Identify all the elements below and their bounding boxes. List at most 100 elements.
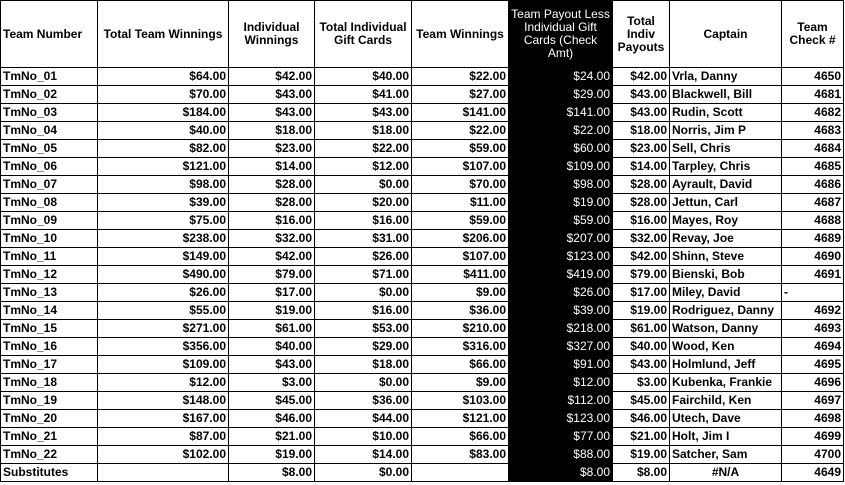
individual-winnings-cell: $19.00 <box>228 445 315 464</box>
team-winnings-cell: $83.00 <box>411 445 509 464</box>
table-row: TmNo_07 $98.00 $28.00 $0.00 $70.00 $98.00 $28.… <box>0 175 844 194</box>
team-winnings-cell <box>411 463 509 482</box>
check-amount-cell: $98.00 <box>508 175 613 194</box>
table-row: TmNo_11 $149.00 $42.00 $26.00 $107.00 $123.00… <box>0 247 844 266</box>
check-amount-cell: $123.00 <box>508 409 613 428</box>
header-individual-winnings: Individual Winnings <box>228 0 315 68</box>
total-team-winnings-cell: $98.00 <box>97 175 229 194</box>
team-winnings-cell: $9.00 <box>411 373 509 392</box>
total-individual-gift-cards-cell: $20.00 <box>314 193 412 212</box>
check-amount-cell: $207.00 <box>508 229 613 248</box>
individual-winnings-cell: $28.00 <box>228 175 315 194</box>
team-number-cell: TmNo_01 <box>0 67 98 86</box>
team-number-cell: TmNo_09 <box>0 211 98 230</box>
team-number-cell: TmNo_10 <box>0 229 98 248</box>
team-check-number-cell: 4650 <box>781 67 844 86</box>
table-row: TmNo_13 $26.00 $17.00 $0.00 $9.00 $26.00 $17.0… <box>0 283 844 302</box>
total-individual-gift-cards-cell: $0.00 <box>314 283 412 302</box>
total-individual-gift-cards-cell: $18.00 <box>314 355 412 374</box>
total-individual-gift-cards-cell: $14.00 <box>314 445 412 464</box>
team-check-number-cell: 4691 <box>781 265 844 284</box>
total-indiv-payouts-cell: $16.00 <box>612 211 670 230</box>
table-row: TmNo_15 $271.00 $61.00 $53.00 $210.00 $218.00… <box>0 319 844 338</box>
team-winnings-cell: $59.00 <box>411 139 509 158</box>
total-individual-gift-cards-cell: $40.00 <box>314 67 412 86</box>
header-total-individual-gift-cards: Total Individual Gift Cards <box>314 0 412 68</box>
team-number-cell: TmNo_18 <box>0 373 98 392</box>
table-row: TmNo_08 $39.00 $28.00 $20.00 $11.00 $19.00 $28… <box>0 193 844 212</box>
total-indiv-payouts-cell: $3.00 <box>612 373 670 392</box>
check-amount-cell: $59.00 <box>508 211 613 230</box>
captain-cell: Miley, David <box>669 283 782 302</box>
check-amount-cell: $141.00 <box>508 103 613 122</box>
table-row: TmNo_10 $238.00 $32.00 $31.00 $206.00 $207.00… <box>0 229 844 248</box>
total-team-winnings-cell: $102.00 <box>97 445 229 464</box>
captain-cell: Revay, Joe <box>669 229 782 248</box>
captain-cell: Rudin, Scott <box>669 103 782 122</box>
captain-cell: Fairchild, Ken <box>669 391 782 410</box>
total-individual-gift-cards-cell: $31.00 <box>314 229 412 248</box>
individual-winnings-cell: $40.00 <box>228 337 315 356</box>
total-individual-gift-cards-cell: $36.00 <box>314 391 412 410</box>
total-indiv-payouts-cell: $21.00 <box>612 427 670 446</box>
individual-winnings-cell: $19.00 <box>228 301 315 320</box>
captain-cell: Wood, Ken <box>669 337 782 356</box>
individual-winnings-cell: $43.00 <box>228 85 315 104</box>
total-indiv-payouts-cell: $32.00 <box>612 229 670 248</box>
team-number-cell: TmNo_08 <box>0 193 98 212</box>
captain-cell: Ayrault, David <box>669 175 782 194</box>
individual-winnings-cell: $8.00 <box>228 463 315 482</box>
total-team-winnings-cell: $149.00 <box>97 247 229 266</box>
total-team-winnings-cell: $70.00 <box>97 85 229 104</box>
total-indiv-payouts-cell: $17.00 <box>612 283 670 302</box>
team-winnings-cell: $411.00 <box>411 265 509 284</box>
team-number-cell: TmNo_12 <box>0 265 98 284</box>
team-number-cell: TmNo_06 <box>0 157 98 176</box>
individual-winnings-cell: $28.00 <box>228 193 315 212</box>
table-header: Team Number Total Team Winnings Individu… <box>0 0 844 68</box>
check-amount-cell: $24.00 <box>508 67 613 86</box>
team-check-number-cell: 4684 <box>781 139 844 158</box>
check-amount-cell: $26.00 <box>508 283 613 302</box>
check-amount-cell: $8.00 <box>508 463 613 482</box>
table-row: TmNo_05 $82.00 $23.00 $22.00 $59.00 $60.00 $23… <box>0 139 844 158</box>
individual-winnings-cell: $43.00 <box>228 103 315 122</box>
total-indiv-payouts-cell: $42.00 <box>612 67 670 86</box>
team-winnings-cell: $107.00 <box>411 247 509 266</box>
individual-winnings-cell: $3.00 <box>228 373 315 392</box>
captain-cell: Shinn, Steve <box>669 247 782 266</box>
captain-cell: Blackwell, Bill <box>669 85 782 104</box>
team-check-number-cell: 4693 <box>781 319 844 338</box>
team-winnings-cell: $22.00 <box>411 67 509 86</box>
check-amount-cell: $60.00 <box>508 139 613 158</box>
table-row: TmNo_19 $148.00 $45.00 $36.00 $103.00 $112.00… <box>0 391 844 410</box>
total-individual-gift-cards-cell: $0.00 <box>314 373 412 392</box>
captain-cell: Rodriguez, Danny <box>669 301 782 320</box>
total-individual-gift-cards-cell: $0.00 <box>314 175 412 194</box>
table-row: TmNo_16 $356.00 $40.00 $29.00 $316.00 $327.00… <box>0 337 844 356</box>
table-row: TmNo_06 $121.00 $14.00 $12.00 $107.00 $109.00… <box>0 157 844 176</box>
team-number-cell: TmNo_15 <box>0 319 98 338</box>
total-indiv-payouts-cell: $23.00 <box>612 139 670 158</box>
header-captain: Captain <box>669 0 782 68</box>
check-amount-cell: $29.00 <box>508 85 613 104</box>
individual-winnings-cell: $18.00 <box>228 121 315 140</box>
captain-cell: Satcher, Sam <box>669 445 782 464</box>
table-row: TmNo_17 $109.00 $43.00 $18.00 $66.00 $91.00 $4… <box>0 355 844 374</box>
total-team-winnings-cell: $82.00 <box>97 139 229 158</box>
team-check-number-cell: 4698 <box>781 409 844 428</box>
individual-winnings-cell: $32.00 <box>228 229 315 248</box>
check-amount-cell: $39.00 <box>508 301 613 320</box>
captain-cell: Utech, Dave <box>669 409 782 428</box>
total-team-winnings-cell: $167.00 <box>97 409 229 428</box>
total-indiv-payouts-cell: $43.00 <box>612 85 670 104</box>
total-indiv-payouts-cell: $28.00 <box>612 175 670 194</box>
team-winnings-cell: $107.00 <box>411 157 509 176</box>
individual-winnings-cell: $16.00 <box>228 211 315 230</box>
individual-winnings-cell: $79.00 <box>228 265 315 284</box>
captain-cell: Holmlund, Jeff <box>669 355 782 374</box>
total-individual-gift-cards-cell: $16.00 <box>314 211 412 230</box>
team-winnings-cell: $206.00 <box>411 229 509 248</box>
team-number-cell: TmNo_04 <box>0 121 98 140</box>
total-indiv-payouts-cell: $14.00 <box>612 157 670 176</box>
